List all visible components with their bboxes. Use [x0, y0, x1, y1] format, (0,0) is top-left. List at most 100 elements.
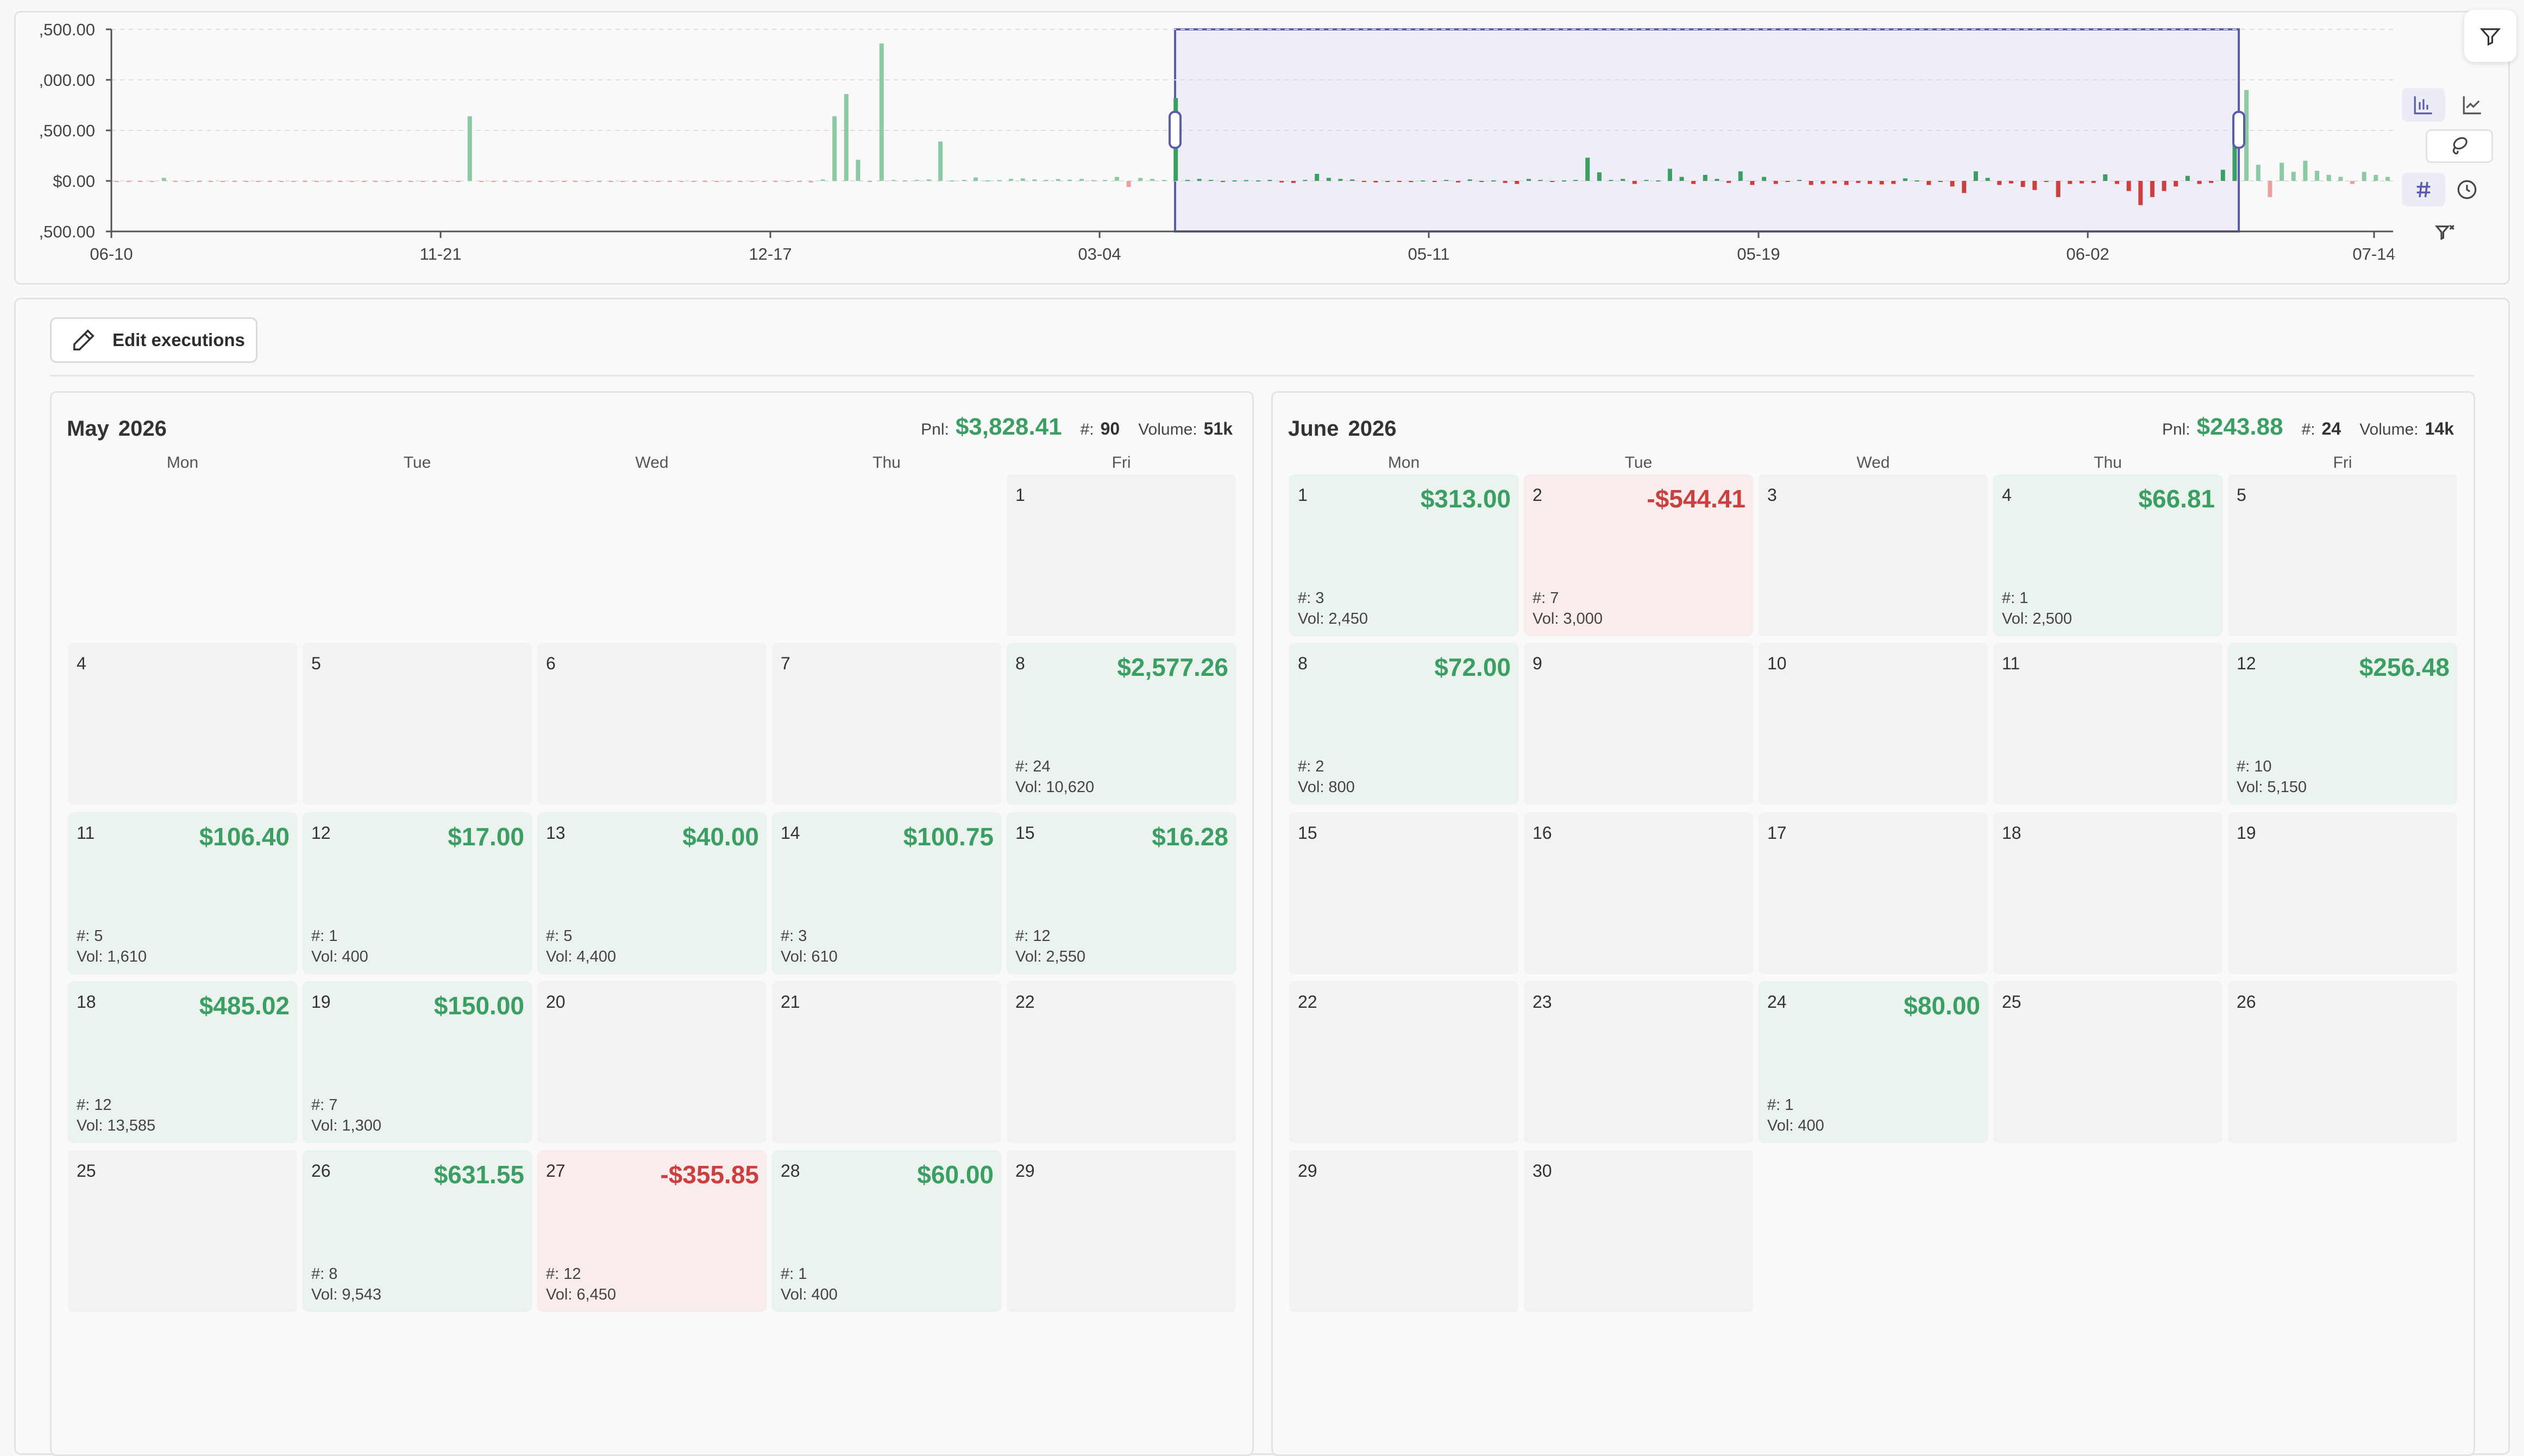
- day-cell[interactable]: 20: [537, 981, 767, 1143]
- pnl-bar[interactable]: [1903, 178, 1908, 181]
- pnl-bar[interactable]: [456, 181, 461, 182]
- day-cell[interactable]: 18 $485.02 #: 12 Vol: 13,585: [68, 981, 297, 1143]
- pnl-bar[interactable]: [2256, 165, 2261, 181]
- pnl-bar[interactable]: [1973, 171, 1978, 181]
- day-cell[interactable]: 26: [2228, 981, 2457, 1143]
- pnl-bar[interactable]: [2244, 90, 2249, 181]
- pnl-bar[interactable]: [1621, 179, 1625, 181]
- pnl-bar[interactable]: [1079, 179, 1084, 181]
- pnl-bar[interactable]: [1126, 181, 1131, 187]
- day-cell[interactable]: 15 $16.28 #: 12 Vol: 2,550: [1007, 812, 1236, 974]
- pnl-bar[interactable]: [608, 181, 613, 182]
- pnl-bar[interactable]: [679, 181, 684, 182]
- pnl-bar[interactable]: [291, 181, 296, 182]
- pnl-bar[interactable]: [726, 181, 731, 182]
- pnl-bar[interactable]: [1161, 180, 1166, 181]
- pnl-bar[interactable]: [2068, 181, 2073, 184]
- pnl-bar[interactable]: [1209, 180, 1214, 181]
- pnl-bar[interactable]: [1691, 181, 1696, 184]
- pnl-bar[interactable]: [2220, 170, 2225, 181]
- pnl-bar[interactable]: [1361, 181, 1366, 182]
- range-handle-right[interactable]: [2232, 111, 2245, 149]
- pnl-bar[interactable]: [1103, 180, 1108, 181]
- pnl-bar[interactable]: [1891, 181, 1896, 184]
- pnl-bar[interactable]: [409, 181, 413, 182]
- pnl-bar[interactable]: [1585, 158, 1590, 181]
- day-cell[interactable]: 14 $100.75 #: 3 Vol: 610: [772, 812, 1001, 974]
- pnl-bar[interactable]: [1785, 181, 1790, 182]
- day-cell[interactable]: 10: [1759, 643, 1988, 805]
- pnl-bar[interactable]: [491, 181, 496, 182]
- pnl-bar[interactable]: [432, 181, 437, 182]
- pnl-bar[interactable]: [974, 177, 978, 181]
- pnl-bar[interactable]: [315, 181, 319, 182]
- pnl-bar[interactable]: [126, 181, 131, 182]
- pnl-bar[interactable]: [2374, 174, 2378, 181]
- pnl-bar[interactable]: [1515, 181, 1520, 184]
- day-cell[interactable]: 17: [1759, 812, 1988, 974]
- pnl-bar[interactable]: [1573, 180, 1578, 181]
- pnl-bar[interactable]: [573, 181, 578, 182]
- pnl-bar[interactable]: [620, 181, 625, 182]
- day-cell[interactable]: 18: [1993, 812, 2222, 974]
- pnl-bar[interactable]: [2350, 181, 2355, 184]
- day-cell[interactable]: 29: [1007, 1150, 1236, 1312]
- pnl-bar[interactable]: [2209, 181, 2214, 183]
- pnl-bar[interactable]: [903, 180, 908, 182]
- pnl-bar[interactable]: [1797, 180, 1802, 181]
- pnl-bar[interactable]: [2315, 171, 2320, 181]
- lasso-icon[interactable]: [2426, 129, 2493, 163]
- pnl-bar[interactable]: [1526, 179, 1531, 181]
- pnl-bar[interactable]: [1303, 180, 1308, 181]
- pnl-bar[interactable]: [1914, 180, 1919, 182]
- pnl-bar[interactable]: [503, 181, 507, 182]
- pnl-bar[interactable]: [2079, 181, 2084, 184]
- pnl-bar[interactable]: [385, 181, 390, 182]
- pnl-bar[interactable]: [1726, 181, 1731, 183]
- day-cell[interactable]: 9: [1524, 643, 1753, 805]
- pnl-bar[interactable]: [1644, 180, 1649, 181]
- range-handle-left[interactable]: [1169, 111, 1182, 149]
- pnl-bar[interactable]: [962, 180, 966, 181]
- pnl-bar[interactable]: [1950, 181, 1955, 187]
- pnl-bar[interactable]: [2150, 181, 2155, 197]
- day-cell[interactable]: 1 $313.00 #: 3 Vol: 2,450: [1289, 474, 1518, 636]
- pnl-bar[interactable]: [1315, 173, 1320, 181]
- pnl-bar[interactable]: [856, 159, 861, 181]
- pnl-bar[interactable]: [514, 181, 519, 182]
- pnl-bar[interactable]: [444, 181, 449, 182]
- pnl-bar[interactable]: [1503, 181, 1508, 183]
- pnl-bar[interactable]: [702, 181, 707, 182]
- pnl-bar[interactable]: [1138, 178, 1143, 181]
- pnl-bar[interactable]: [1009, 179, 1014, 181]
- pnl-bar[interactable]: [397, 181, 401, 182]
- pnl-bar[interactable]: [950, 180, 955, 182]
- pnl-bar[interactable]: [914, 180, 919, 181]
- pnl-bar[interactable]: [1444, 180, 1449, 181]
- pnl-bar[interactable]: [2138, 181, 2143, 205]
- pnl-bar[interactable]: [350, 181, 355, 182]
- pnl-bar[interactable]: [1820, 181, 1825, 184]
- pnl-bar[interactable]: [773, 181, 778, 182]
- pnl-bar[interactable]: [2185, 175, 2190, 181]
- day-cell[interactable]: 25: [68, 1150, 297, 1312]
- hash-icon[interactable]: [2402, 173, 2445, 206]
- day-cell[interactable]: 25: [1993, 981, 2222, 1143]
- pnl-bar[interactable]: [1479, 181, 1484, 182]
- day-cell[interactable]: 24 $80.00 #: 1 Vol: 400: [1759, 981, 1988, 1143]
- pnl-bar[interactable]: [656, 181, 661, 182]
- pnl-bar[interactable]: [1456, 181, 1461, 183]
- day-cell[interactable]: 12 $256.48 #: 10 Vol: 5,150: [2228, 643, 2457, 805]
- pnl-bar[interactable]: [797, 181, 802, 182]
- pnl-bar[interactable]: [2032, 181, 2037, 190]
- pnl-bar[interactable]: [420, 181, 425, 182]
- pnl-bar[interactable]: [1232, 180, 1237, 182]
- pnl-bar[interactable]: [879, 43, 884, 181]
- pnl-bar[interactable]: [1432, 181, 1437, 182]
- day-cell[interactable]: 5: [303, 643, 532, 805]
- pnl-bar[interactable]: [2056, 181, 2061, 197]
- pnl-bar[interactable]: [1561, 180, 1566, 182]
- pnl-bar[interactable]: [1832, 181, 1837, 184]
- pnl-bar[interactable]: [808, 181, 813, 183]
- pnl-bar[interactable]: [632, 181, 637, 182]
